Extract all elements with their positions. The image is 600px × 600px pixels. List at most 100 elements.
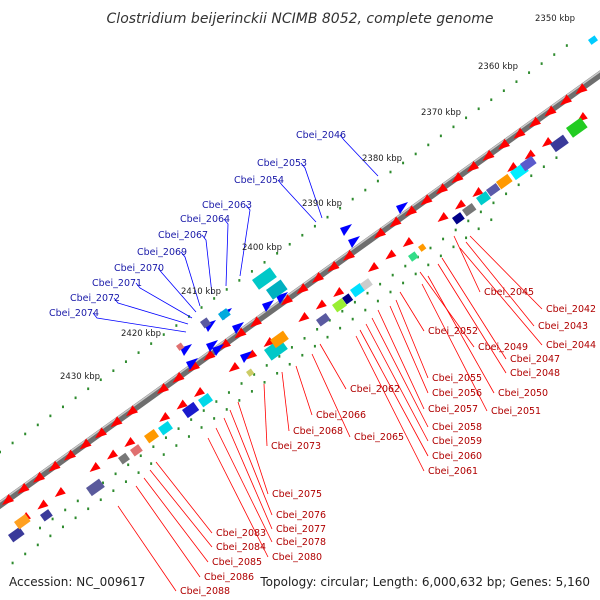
outer-tick-dot xyxy=(263,261,266,264)
forward-gene-arrow xyxy=(436,183,448,195)
inner-tick-dot xyxy=(250,390,253,393)
forward-gene-label: Cbei_2086 xyxy=(204,572,254,583)
forward-label-leader xyxy=(371,317,429,428)
inner-tick-dot xyxy=(414,272,417,276)
cog-feature-box xyxy=(417,243,427,252)
cog-feature-box xyxy=(264,338,288,361)
inner-tick-dot xyxy=(127,463,130,467)
inner-tick-dot xyxy=(74,516,77,520)
forward-gene-arrow xyxy=(542,137,553,147)
outer-tick-dot xyxy=(99,378,102,382)
inner-tick-dot xyxy=(452,245,455,249)
forward-gene-arrow xyxy=(455,199,466,210)
forward-label-leader xyxy=(395,299,429,379)
forward-gene-arrow xyxy=(176,399,188,410)
reverse-gene-label: Cbei_2070 xyxy=(114,263,164,274)
scale-tick-label: 2350 kbp xyxy=(535,14,575,24)
inner-tick-dot xyxy=(76,499,79,503)
reverse-label-leader xyxy=(135,282,193,319)
inner-tick-dot xyxy=(492,201,495,205)
inner-tick-dot xyxy=(429,246,432,250)
cog-feature-box xyxy=(332,298,347,313)
forward-gene-arrow xyxy=(95,427,107,439)
forward-gene-arrow xyxy=(298,312,310,322)
forward-gene-arrow xyxy=(203,349,216,361)
reverse-gene-label: Cbei_2069 xyxy=(137,247,187,258)
forward-gene-arrow xyxy=(37,499,49,510)
forward-gene-arrow xyxy=(402,237,414,247)
outer-tick-dot xyxy=(137,351,140,354)
outer-tick-dot xyxy=(465,116,468,120)
cog-feature-box xyxy=(129,444,143,457)
reverse-gene-arrow xyxy=(262,300,274,312)
inner-tick-dot xyxy=(427,263,430,267)
inner-tick-dot xyxy=(24,552,27,556)
forward-gene-arrow xyxy=(389,216,402,228)
inner-tick-dot xyxy=(114,472,117,476)
inner-tick-dot xyxy=(162,453,165,456)
inner-tick-dot xyxy=(124,480,127,483)
outer-tick-dot xyxy=(213,297,216,300)
backbone-highlight xyxy=(0,70,600,503)
inner-tick-dot xyxy=(366,291,369,295)
inner-tick-dot xyxy=(402,281,405,285)
outer-tick-dot xyxy=(24,432,27,436)
forward-gene-label: Cbei_2047 xyxy=(510,354,560,365)
inner-tick-dot xyxy=(391,273,394,277)
reverse-gene-arrow xyxy=(240,351,252,363)
outer-tick-dot xyxy=(439,134,442,138)
outer-tick-dot xyxy=(175,324,178,327)
outer-tick-dot xyxy=(36,423,39,427)
outer-tick-dot xyxy=(364,188,367,192)
inner-tick-dot xyxy=(265,364,268,367)
outer-tick-dot xyxy=(162,333,165,336)
inner-tick-dot xyxy=(137,471,140,474)
forward-gene-label: Cbei_2044 xyxy=(546,340,596,351)
forward-gene-arrow xyxy=(385,249,397,260)
forward-gene-arrow xyxy=(54,487,66,497)
inner-tick-dot xyxy=(64,508,67,512)
forward-gene-arrow xyxy=(472,187,484,197)
reverse-label-leader xyxy=(339,134,379,177)
forward-gene-label: Cbei_2065 xyxy=(354,432,404,443)
accession-text: Accession: NC_009617 xyxy=(9,575,145,589)
inner-tick-dot xyxy=(379,282,382,286)
inner-tick-dot xyxy=(276,371,279,375)
forward-label-leader xyxy=(263,383,268,447)
inner-tick-dot xyxy=(227,391,230,394)
forward-gene-label: Cbei_2060 xyxy=(432,451,482,462)
forward-gene-label: Cbei_2076 xyxy=(276,510,326,521)
forward-gene-arrow xyxy=(263,337,275,347)
forward-gene-arrow xyxy=(482,149,495,161)
forward-label-leader xyxy=(377,309,425,410)
outer-tick-dot xyxy=(402,161,405,165)
cog-feature-box xyxy=(495,173,513,190)
forward-gene-arrow xyxy=(437,212,449,222)
cog-feature-box xyxy=(462,203,477,217)
inner-tick-dot xyxy=(152,445,155,449)
forward-gene-label: Cbei_2088 xyxy=(180,586,230,597)
forward-label-leader xyxy=(427,275,495,394)
outer-tick-dot xyxy=(490,98,493,102)
forward-gene-arrow xyxy=(157,383,169,394)
forward-gene-arrow xyxy=(107,449,118,460)
inner-tick-dot xyxy=(87,507,90,511)
outer-tick-dot xyxy=(112,369,115,373)
inner-tick-dot xyxy=(240,382,243,385)
outer-tick-dot xyxy=(376,179,379,183)
cog-feature-box xyxy=(266,279,288,300)
forward-gene-arrow xyxy=(64,449,76,461)
forward-gene-label: Cbei_2075 xyxy=(272,489,322,500)
forward-label-leader xyxy=(459,247,543,346)
forward-gene-label: Cbei_2048 xyxy=(510,368,560,379)
inner-tick-dot xyxy=(542,165,545,169)
inner-tick-dot xyxy=(164,436,167,439)
inner-tick-dot xyxy=(389,290,392,294)
scale-tick-label: 2390 kbp xyxy=(302,199,342,209)
inner-tick-dot xyxy=(139,454,142,458)
cog-feature-box xyxy=(85,478,105,497)
forward-gene-arrow xyxy=(315,299,327,310)
outer-tick-dot xyxy=(225,288,228,291)
outer-tick-dot xyxy=(313,224,316,228)
forward-gene-arrow xyxy=(405,205,417,217)
